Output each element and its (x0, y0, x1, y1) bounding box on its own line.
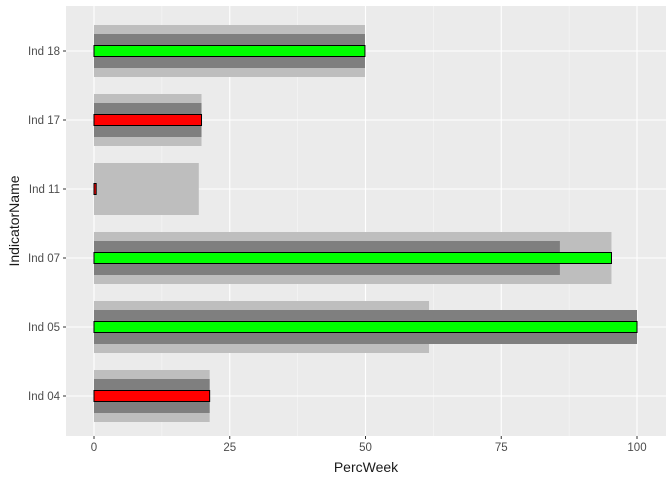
x-tick-label: 50 (359, 442, 372, 454)
x-tick-label: 100 (627, 442, 646, 454)
bar-narrow-ind-07 (93, 252, 612, 264)
bar-narrow-ind-04 (93, 390, 211, 402)
bar-narrow-ind-18 (93, 45, 366, 57)
bar-narrow-ind-11 (93, 183, 97, 195)
bar-narrow-ind-17 (93, 114, 203, 126)
y-tick-label: Ind 05 (28, 322, 60, 334)
x-tick-label: 25 (223, 442, 236, 454)
y-axis-ticks: Ind 04 Ind 05 Ind 07 Ind 11 Ind 17 Ind 18 (28, 46, 66, 403)
y-tick-label: Ind 11 (29, 184, 60, 196)
x-tick-label: 75 (495, 442, 508, 454)
bar-wide-ind-11 (94, 163, 199, 215)
y-tick-label: Ind 18 (28, 46, 60, 58)
y-axis-title: IndicatorName (6, 175, 22, 266)
y-tick-label: Ind 07 (28, 253, 60, 265)
bars (93, 25, 638, 422)
bar-narrow-ind-05 (93, 321, 638, 333)
y-tick-label: Ind 04 (28, 391, 61, 403)
x-tick-label: 0 (91, 442, 97, 454)
y-tick-label: Ind 17 (28, 115, 60, 127)
x-axis-ticks: 0 25 50 75 100 (91, 436, 647, 454)
x-axis-title: PercWeek (334, 459, 399, 475)
